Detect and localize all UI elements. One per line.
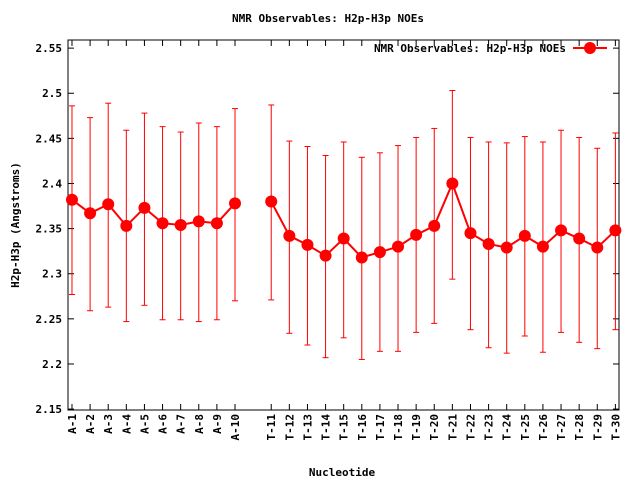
data-point [482,237,495,250]
x-tick-label: T-28 [573,414,586,441]
y-ticks: 2.15 2.2 2.25 2.3 2.35 2.4 2.45 2.5 2.55 [36,42,619,416]
x-tick-label: T-14 [320,414,333,441]
x-tick-label: T-15 [338,414,351,441]
data-point [355,251,368,264]
data-point [555,224,568,237]
data-point [120,219,133,232]
data-point [102,198,115,211]
x-tick-label: A-8 [193,414,206,434]
x-tick-label: T-25 [519,414,532,441]
x-tick-label: A-10 [229,414,242,441]
data-point [428,219,441,232]
y-tick-label: 2.35 [36,223,63,236]
legend-label: NMR Observables: H2p-H3p NOEs [374,42,566,55]
x-tick-label: T-17 [374,414,387,441]
x-tick-label: T-29 [591,414,604,441]
x-tick-label: A-4 [120,414,133,434]
x-tick-label: A-9 [211,414,224,434]
y-tick-label: 2.4 [42,177,62,190]
x-tick-label: T-26 [537,414,550,441]
data-point [265,195,278,208]
y-tick-label: 2.15 [36,403,63,416]
x-tick-label: T-11 [265,414,278,441]
y-tick-label: 2.25 [36,313,63,326]
data-point [446,177,459,190]
y-tick-label: 2.5 [42,87,62,100]
x-ticks: A-1 A-2 A-3 A-4 A-5 A-6 A-7 A-8 A-9 A-10 T-11 T-12 T… [66,40,622,441]
data-point [609,224,622,237]
data-point [373,246,386,259]
data-point [573,232,586,245]
data-point [65,193,78,206]
legend: NMR Observables: H2p-H3p NOEs [374,42,607,55]
x-tick-label: A-2 [84,414,97,434]
y-tick-label: 2.45 [36,132,63,145]
x-tick-label: A-5 [138,414,151,434]
x-tick-label: T-24 [501,414,514,441]
y-tick-label: 2.55 [36,42,63,55]
data-point [392,240,405,253]
data-point [536,240,549,253]
data-point [301,238,314,251]
x-tick-label: T-16 [356,414,369,441]
x-tick-label: T-22 [464,414,477,441]
data-point [210,217,223,230]
x-tick-label: T-20 [428,414,441,441]
series-line-t [270,180,617,259]
y-axis-label: H2p-H3p (Angstroms) [9,162,22,288]
error-bars [68,90,619,360]
data-point [337,232,350,245]
data-point [500,241,513,254]
legend-marker-swatch [584,42,596,54]
x-tick-label: T-13 [301,414,314,441]
x-tick-label: T-12 [283,414,296,441]
data-point [192,215,205,228]
data-point [464,227,477,240]
data-point [591,241,604,254]
x-axis-label: Nucleotide [309,466,376,479]
data-point [138,201,151,214]
x-tick-label: A-7 [175,414,188,434]
data-point [174,219,187,231]
x-tick-label: T-19 [410,414,423,441]
x-tick-label: T-23 [483,414,496,441]
data-point [283,229,296,242]
chart-title: NMR Observables: H2p-H3p NOEs [232,12,424,25]
x-tick-label: A-3 [102,414,115,434]
x-tick-label: T-21 [446,414,459,441]
series-line-a [71,198,236,228]
data-point [518,229,531,242]
x-tick-label: T-27 [555,414,568,441]
data-point [410,228,423,241]
x-tick-label: T-18 [392,414,405,441]
data-point [319,249,332,262]
data-point [229,197,242,210]
y-tick-label: 2.3 [42,268,62,281]
data-points [65,177,622,264]
data-point [84,207,97,220]
data-point [156,217,169,230]
y-tick-label: 2.2 [42,358,62,371]
x-tick-label: A-1 [66,414,79,434]
x-tick-label: A-6 [157,414,170,434]
x-tick-label: T-30 [609,414,622,441]
